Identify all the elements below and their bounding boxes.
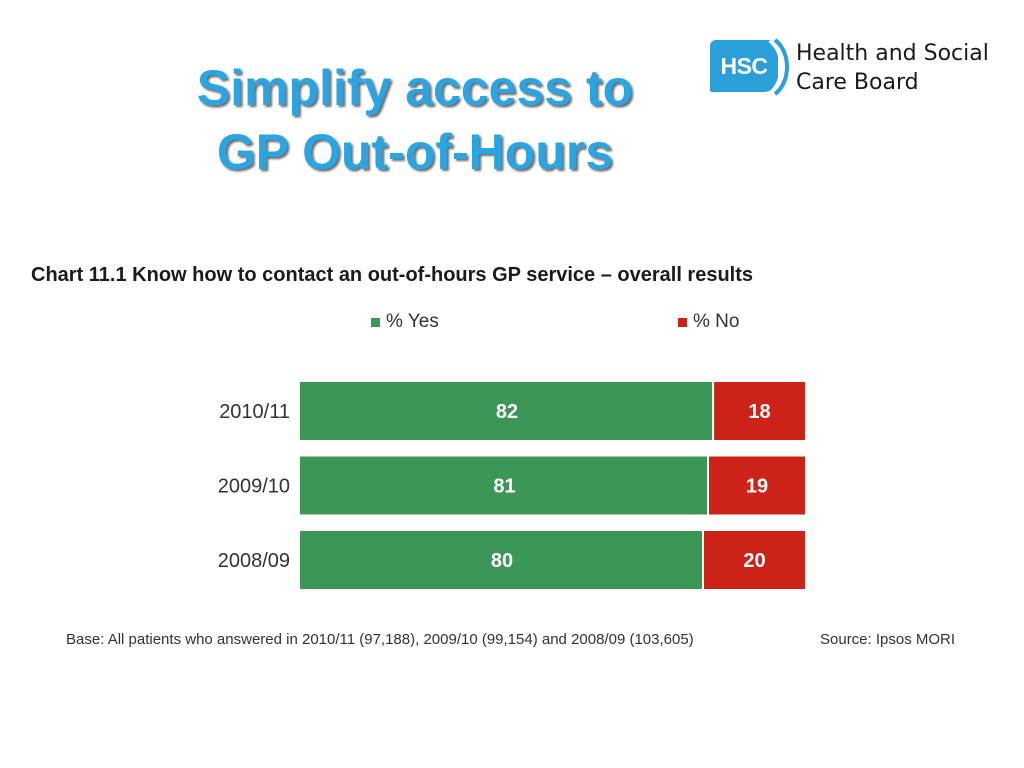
data-label: 20 xyxy=(743,550,765,572)
source-note: Source: Ipsos MORI xyxy=(820,631,956,648)
slide-title-line-1: Simplify access to xyxy=(196,60,634,116)
hsc-logo: HSC Health and Social Care Board xyxy=(710,38,1010,98)
logo-line-1: Health and Social xyxy=(796,41,989,66)
slide-title: Simplify access to GP Out-of-Hours xyxy=(110,56,720,184)
bar-yes-2008-09 xyxy=(300,531,702,589)
data-label: 18 xyxy=(748,401,770,423)
legend-swatch-yes xyxy=(371,317,380,327)
data-label: 82 xyxy=(496,401,518,423)
chart-title: Chart 11.1 Know how to contact an out-of… xyxy=(31,264,754,286)
logo-line-2: Care Board xyxy=(796,70,919,95)
logo-wordmark: Health and Social Care Board xyxy=(796,39,989,97)
category-label: 2010/11 xyxy=(219,401,290,423)
base-note: Base: All patients who answered in 2010/… xyxy=(66,631,694,648)
bar-no-2008-09 xyxy=(704,531,805,589)
hsc-badge: HSC xyxy=(710,40,778,92)
legend-swatch-no xyxy=(678,317,687,327)
legend-label-no: % No xyxy=(693,311,740,332)
slide-title-line-2: GP Out-of-Hours xyxy=(216,124,614,180)
legend-label-yes: % Yes xyxy=(386,311,439,332)
legend-item-no: % No xyxy=(678,311,739,333)
data-label: 80 xyxy=(491,550,513,572)
data-label: 81 xyxy=(493,476,515,498)
legend-item-yes: % Yes xyxy=(371,311,439,333)
bar-no-2010-11 xyxy=(714,382,805,440)
data-label: 19 xyxy=(746,476,768,498)
category-label: 2008/09 xyxy=(218,550,290,572)
hsc-badge-text: HSC xyxy=(720,52,768,79)
bar-yes-2010-11 xyxy=(300,382,713,440)
category-label: 2009/10 xyxy=(218,476,290,498)
bar-no-2009-10 xyxy=(709,456,805,515)
swoosh-icon xyxy=(768,38,789,96)
stacked-bar-chart: 2010/11 82 18 2009/10 81 19 2008/09 80 20 xyxy=(218,382,805,589)
bar-yes-2009-10 xyxy=(300,456,708,515)
